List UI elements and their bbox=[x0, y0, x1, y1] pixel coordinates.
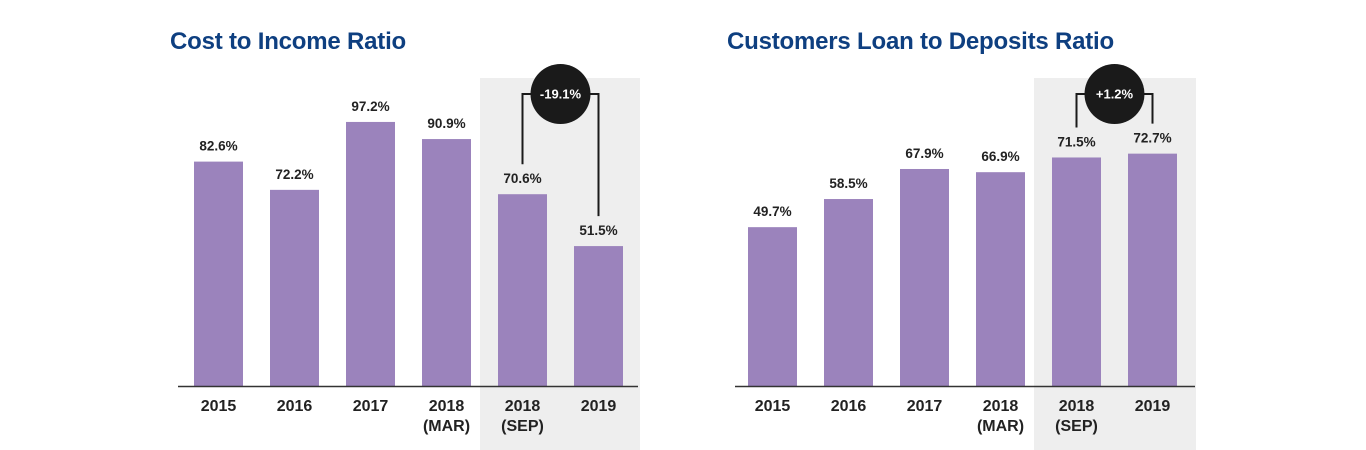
bar-1 bbox=[270, 189, 319, 386]
change-badge bbox=[530, 64, 591, 124]
category-label-5: 2019 bbox=[581, 398, 617, 415]
category-label-1: 2016 bbox=[831, 398, 867, 415]
value-label-4: 71.5% bbox=[1057, 134, 1095, 149]
value-label-4: 70.6% bbox=[503, 171, 541, 186]
bar-3 bbox=[422, 139, 471, 386]
bar-1 bbox=[824, 199, 873, 386]
value-label-1: 72.2% bbox=[275, 167, 313, 182]
bar-4 bbox=[1052, 157, 1101, 386]
value-label-1: 58.5% bbox=[829, 176, 867, 191]
cost-to-income-chart: Cost to Income Ratio 82.6% 72.2% 97.2% 90.9… bbox=[170, 28, 640, 450]
value-label-0: 82.6% bbox=[199, 139, 237, 154]
category-label-4: 2018 (SEP) bbox=[1055, 398, 1098, 435]
change-badge bbox=[1084, 64, 1145, 124]
change-badge-label: +1.2% bbox=[1096, 87, 1134, 102]
category-label-4: 2018 (SEP) bbox=[501, 398, 544, 435]
cost-to-income-plot: 82.6% 72.2% 97.2% 90.9% 70.6% 51.5% 2015 2016 20… bbox=[178, 64, 640, 450]
value-label-2: 97.2% bbox=[351, 99, 389, 114]
loan-to-deposits-plot: 49.7% 58.5% 67.9% 66.9% 71.5% 72.7% 2015 2016 20… bbox=[735, 64, 1196, 450]
category-label-2: 2017 bbox=[353, 398, 389, 415]
chart-title: Cost to Income Ratio bbox=[170, 28, 407, 55]
value-label-2: 67.9% bbox=[905, 146, 943, 161]
loan-to-deposits-chart: Customers Loan to Deposits Ratio 49.7% 58… bbox=[683, 0, 1366, 450]
value-label-5: 72.7% bbox=[1133, 131, 1171, 146]
chart-title: Customers Loan to Deposits Ratio bbox=[727, 28, 1114, 55]
bar-3 bbox=[976, 172, 1025, 386]
value-label-3: 90.9% bbox=[427, 116, 465, 131]
value-label-3: 66.9% bbox=[981, 149, 1019, 164]
bar-2 bbox=[346, 121, 395, 386]
category-label-3: 2018 (MAR) bbox=[977, 398, 1024, 435]
category-label-0: 2015 bbox=[755, 398, 791, 415]
bar-5 bbox=[1128, 153, 1177, 386]
change-badge-label: -19.1% bbox=[540, 87, 582, 102]
bar-0 bbox=[748, 227, 797, 386]
bar-2 bbox=[900, 168, 949, 386]
category-label-5: 2019 bbox=[1135, 398, 1171, 415]
bar-5 bbox=[574, 246, 623, 386]
category-label-0: 2015 bbox=[201, 398, 237, 415]
value-label-5: 51.5% bbox=[579, 223, 617, 238]
value-label-0: 49.7% bbox=[753, 204, 791, 219]
category-label-3: 2018 (MAR) bbox=[423, 398, 470, 435]
category-label-2: 2017 bbox=[907, 398, 943, 415]
bar-4 bbox=[498, 194, 547, 386]
category-label-1: 2016 bbox=[277, 398, 313, 415]
bar-0 bbox=[194, 161, 243, 386]
